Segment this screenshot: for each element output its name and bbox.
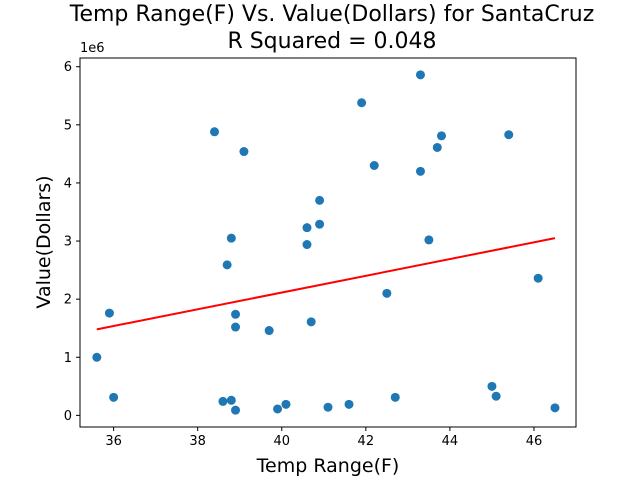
x-axis-label: Temp Range(F) <box>256 455 400 477</box>
scatter-point-30 <box>436 131 446 141</box>
chart-title-line1: Temp Range(F) Vs. Value(Dollars) for San… <box>69 2 595 27</box>
scatter-point-16 <box>302 240 312 250</box>
scatter-point-23 <box>369 161 379 171</box>
scatter-point-0 <box>92 352 102 362</box>
x-axis-ticks: 36 38 40 42 44 46 <box>105 427 542 449</box>
x-tick-label-2: 40 <box>273 434 290 449</box>
scatter-point-9 <box>231 322 241 332</box>
y-tick-label-6: 6 <box>64 60 72 75</box>
scatter-point-12 <box>264 326 274 336</box>
scatter-point-5 <box>222 260 232 270</box>
scatter-point-29 <box>432 142 442 152</box>
scatter-point-26 <box>415 70 425 80</box>
scatter-point-34 <box>533 273 543 283</box>
scatter-point-21 <box>344 399 354 409</box>
scatter-point-6 <box>226 233 236 243</box>
regression-line <box>96 237 556 331</box>
plot-marks <box>92 70 560 415</box>
scatter-point-20 <box>323 402 333 412</box>
scatter-point-7 <box>226 395 236 405</box>
scatter-point-14 <box>281 399 291 409</box>
scatter-point-18 <box>315 195 325 205</box>
scatter-point-31 <box>487 381 497 391</box>
scatter-point-1 <box>104 308 114 318</box>
scatter-point-19 <box>315 219 325 229</box>
scatter-point-24 <box>382 288 392 298</box>
y-tick-label-2: 2 <box>64 293 72 308</box>
x-tick-label-4: 44 <box>442 434 459 449</box>
scatter-point-25 <box>390 392 400 402</box>
scatter-point-3 <box>210 127 220 137</box>
scatter-point-2 <box>109 392 119 402</box>
y-axis-label: Value(Dollars) <box>33 175 55 308</box>
scatter-point-11 <box>239 147 249 157</box>
scatter-point-33 <box>504 130 514 140</box>
y-tick-label-3: 3 <box>64 235 72 250</box>
x-tick-label-5: 46 <box>526 434 543 449</box>
scatter-point-35 <box>550 403 560 413</box>
x-tick-label-0: 36 <box>105 434 122 449</box>
scatter-point-8 <box>231 309 241 319</box>
y-tick-label-5: 5 <box>64 118 72 133</box>
scatter-point-17 <box>306 317 316 327</box>
scatter-point-10 <box>231 405 241 415</box>
scatter-point-27 <box>415 166 425 176</box>
plot-area-frame <box>79 57 577 428</box>
x-tick-label-3: 42 <box>358 434 375 449</box>
chart-title-line2: R Squared = 0.048 <box>227 29 436 54</box>
scatter-point-13 <box>273 404 283 414</box>
scatter-point-28 <box>424 235 434 245</box>
scatter-point-32 <box>491 391 501 401</box>
y-offset-label: 1e6 <box>80 41 105 56</box>
y-tick-label-4: 4 <box>64 176 72 191</box>
y-tick-label-1: 1 <box>64 351 72 366</box>
scatter-point-15 <box>302 223 312 233</box>
y-tick-label-0: 0 <box>64 409 72 424</box>
x-tick-label-1: 38 <box>189 434 206 449</box>
y-axis-ticks: 0 1 2 3 4 5 6 <box>64 60 80 424</box>
scatter-point-22 <box>357 98 367 108</box>
scatter-point-4 <box>218 396 228 406</box>
